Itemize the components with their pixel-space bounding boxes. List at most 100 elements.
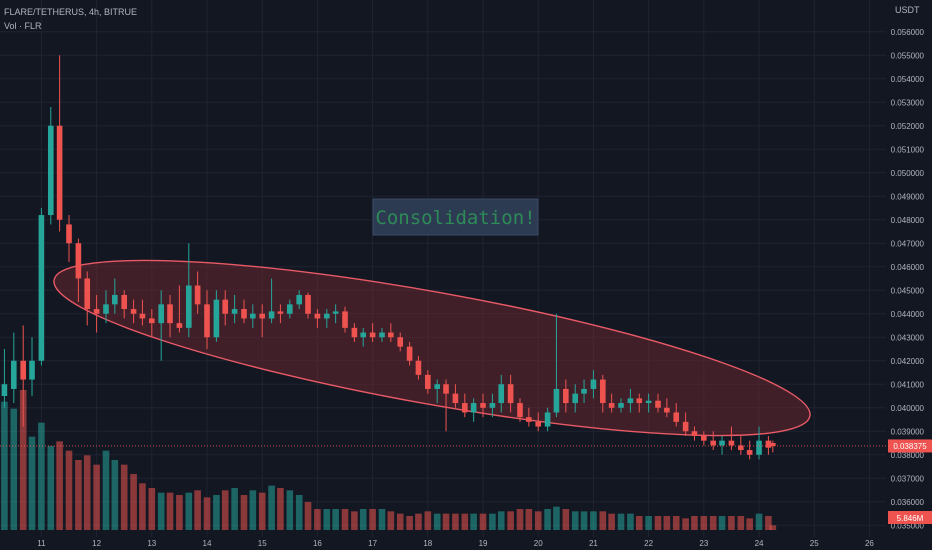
volume-bar xyxy=(359,509,367,530)
candle-body xyxy=(600,379,606,404)
volume-bar xyxy=(120,464,128,530)
volume-bar xyxy=(424,511,432,530)
candle-body xyxy=(636,398,643,404)
candle-body xyxy=(194,285,201,305)
volume-bar xyxy=(461,513,469,530)
volume-bar xyxy=(378,509,386,530)
candle-body xyxy=(608,403,615,408)
annotation-text: Consolidation! xyxy=(375,207,535,229)
consolidation-annotation[interactable]: Consolidation! xyxy=(372,198,539,236)
volume-indicator-label[interactable]: Vol · FLR xyxy=(4,21,42,31)
candle-body xyxy=(277,311,284,314)
volume-bar xyxy=(627,513,634,530)
volume-bar xyxy=(718,516,726,530)
candle-body xyxy=(682,421,689,432)
volume-bar xyxy=(332,509,339,530)
price-tick-label: 0.049000 xyxy=(891,192,925,201)
candles xyxy=(1,55,776,460)
candle-body xyxy=(167,304,173,324)
time-tick-label: 19 xyxy=(479,539,488,548)
time-tick-label: 17 xyxy=(368,539,377,548)
candle-body xyxy=(66,224,72,244)
volume-bar xyxy=(755,513,763,530)
candle-body xyxy=(305,294,311,314)
candle-body xyxy=(425,374,431,389)
time-tick-label: 12 xyxy=(92,539,101,548)
candle-body xyxy=(470,403,477,413)
time-tick-label: 16 xyxy=(313,539,322,548)
volume-bar xyxy=(231,488,238,530)
time-tick-label: 21 xyxy=(589,539,598,548)
price-tick-label: 0.054000 xyxy=(891,75,925,84)
price-tick-label: 0.055000 xyxy=(891,51,925,60)
volume-bar xyxy=(185,492,193,530)
volume-bar xyxy=(65,450,73,530)
candle-body xyxy=(535,421,542,427)
volume-bar xyxy=(249,490,257,530)
volume-bar xyxy=(534,511,542,530)
volume-bar xyxy=(571,511,579,530)
symbol-title[interactable]: FLARE/TETHERUS, 4h, BITRUE xyxy=(4,7,138,17)
volume-bar xyxy=(10,408,18,530)
volume-bar xyxy=(497,511,505,530)
price-tick-label: 0.043000 xyxy=(891,333,925,342)
candle-body xyxy=(158,304,164,324)
price-tick-label: 0.047000 xyxy=(891,239,925,248)
volume-bar xyxy=(516,509,524,530)
volume-bars xyxy=(1,390,777,530)
time-axis[interactable]: 11 12 13 14 15 16 17 18 19 20 21 22 23 24 25 26 xyxy=(37,539,874,548)
candle-body xyxy=(664,407,670,413)
last-volume-label: 5.846M xyxy=(897,514,924,523)
volume-bar xyxy=(166,492,174,530)
candle-body xyxy=(388,332,394,338)
candle-body xyxy=(553,388,560,413)
volume-bar xyxy=(176,495,183,530)
volume-bar xyxy=(286,490,294,530)
candle-body xyxy=(323,313,330,319)
price-tick-label: 0.038000 xyxy=(891,451,925,460)
volume-bar xyxy=(148,488,156,530)
candle-body xyxy=(443,384,449,394)
candle-body xyxy=(397,337,404,347)
volume-bar xyxy=(737,516,745,530)
time-tick-label: 26 xyxy=(865,539,874,548)
volume-bar xyxy=(194,490,201,530)
volume-bar xyxy=(314,509,321,530)
candle-body xyxy=(84,278,91,310)
volume-bar xyxy=(608,513,615,530)
time-tick-label: 14 xyxy=(203,539,212,548)
volume-bar xyxy=(580,511,588,530)
volume-bar xyxy=(525,509,533,530)
candle-body xyxy=(112,294,118,305)
volume-bar xyxy=(635,516,643,530)
price-tick-label: 0.046000 xyxy=(891,263,925,272)
time-tick-label: 25 xyxy=(810,539,819,548)
volume-bar xyxy=(369,509,376,530)
price-tick-label: 0.052000 xyxy=(891,122,925,131)
volume-bar xyxy=(507,511,514,530)
consolidation-ellipse[interactable] xyxy=(44,225,820,471)
candle-body xyxy=(287,304,293,314)
time-tick-label: 15 xyxy=(258,539,267,548)
currency-label: USDT xyxy=(895,5,920,15)
candle-body xyxy=(590,379,597,389)
candle-body xyxy=(360,332,367,338)
candle-body xyxy=(369,332,376,338)
volume-bar xyxy=(599,511,607,530)
price-tick-label: 0.053000 xyxy=(891,98,925,107)
price-tick-label: 0.056000 xyxy=(891,28,925,37)
candle-body xyxy=(103,304,109,314)
candle-body xyxy=(342,311,348,328)
candle-body xyxy=(1,384,8,396)
price-axis[interactable]: 0.056000 0.055000 0.054000 0.053000 0.052000… xyxy=(891,28,925,531)
candle-body xyxy=(489,403,496,408)
price-tick-label: 0.035000 xyxy=(891,521,925,530)
candle-body xyxy=(259,313,266,319)
volume-bar xyxy=(213,495,220,530)
candle-body xyxy=(332,311,339,314)
candle-body xyxy=(719,440,725,446)
candle-body xyxy=(149,318,155,324)
candle-body xyxy=(296,294,302,305)
